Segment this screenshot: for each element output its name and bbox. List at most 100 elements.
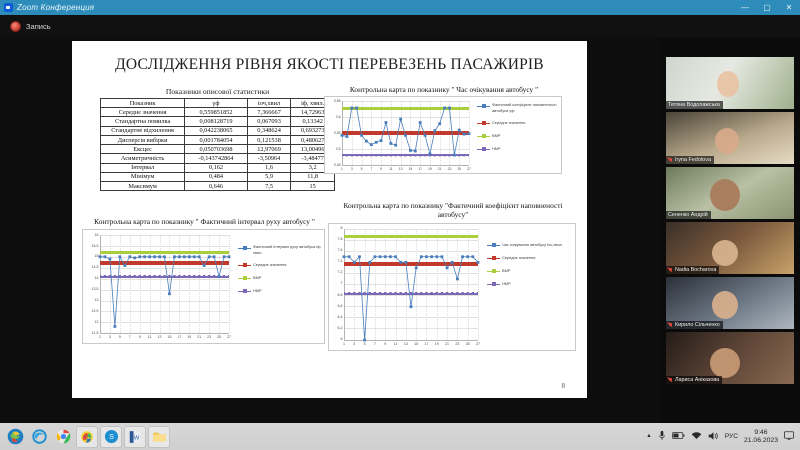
y-axis bbox=[100, 235, 101, 334]
mic-muted-icon bbox=[668, 267, 673, 273]
minimize-button[interactable]: — bbox=[741, 2, 749, 12]
x-axis-tick-label: 19 bbox=[187, 335, 192, 340]
legend-item: Фактичний коефіцієнт наповненості автобу… bbox=[477, 102, 561, 113]
x-axis bbox=[342, 165, 469, 167]
battery-icon[interactable] bbox=[671, 431, 685, 442]
skype-icon[interactable]: S bbox=[100, 425, 122, 448]
legend-marker-icon bbox=[238, 276, 251, 282]
chart-legend: Фактичний інтервал руху автобуса iф, хви… bbox=[238, 244, 324, 300]
table-cell-value: 0,008128719 bbox=[184, 116, 248, 127]
notification-icon[interactable] bbox=[784, 431, 794, 442]
start-icon[interactable] bbox=[4, 426, 26, 448]
table-header-cell: γф bbox=[184, 97, 248, 109]
avatar bbox=[717, 71, 740, 97]
legend-label: Фактичний інтервал руху автобуса iф, хви… bbox=[253, 244, 322, 255]
legend-label: Середнє значення bbox=[502, 254, 536, 260]
record-icon[interactable] bbox=[10, 20, 21, 32]
edge-icon[interactable] bbox=[28, 426, 50, 448]
chart-vertical-gridline bbox=[364, 228, 366, 340]
x-axis-tick-label: 11 bbox=[389, 167, 393, 172]
legend-label: Фактичний коефіцієнт наповненості автобу… bbox=[492, 102, 557, 113]
table-row: Мінімум 0,484 5,9 11,8 bbox=[99, 171, 335, 183]
paint-icon[interactable] bbox=[76, 425, 98, 448]
participant-tile[interactable]: Сененко Андрій bbox=[666, 167, 794, 219]
table-cell-value: -3,50964 bbox=[246, 153, 292, 164]
y-axis-tick-label: 0,65 bbox=[333, 98, 341, 103]
legend-marker-icon bbox=[238, 289, 251, 295]
chart-gridline bbox=[100, 278, 229, 280]
x-axis-tick-label: 7 bbox=[128, 335, 131, 340]
page-title: ДОСЛІДЖЕННЯ РІВНЯ ЯКОСТІ ПЕРЕВЕЗЕНЬ ПАСА… bbox=[115, 56, 544, 73]
table-cell-value: 0,121538 bbox=[246, 134, 292, 146]
avatar bbox=[712, 240, 739, 266]
y-axis bbox=[344, 228, 345, 340]
chrome-icon[interactable] bbox=[52, 426, 74, 448]
explorer-icon[interactable] bbox=[148, 425, 170, 448]
table-cell-label: Середнє значення bbox=[99, 107, 186, 118]
participant-strip: Тетяна Водолажська Iryna Fedotova Сененко … bbox=[660, 37, 800, 423]
participant-tile[interactable]: Тетяна Водолажська bbox=[666, 57, 794, 109]
participant-tile[interactable]: Nadia Bocharova bbox=[666, 222, 794, 274]
y-axis-tick-label: 7 bbox=[340, 281, 343, 286]
x-axis-tick-label: 23 bbox=[447, 167, 452, 172]
y-axis-tick-label: 12,5 bbox=[91, 308, 99, 313]
word-icon[interactable]: W bbox=[124, 425, 146, 448]
x-axis-tick-label: 13 bbox=[403, 341, 408, 346]
x-axis-tick-label: 13 bbox=[398, 167, 403, 172]
table-cell-label: Мінімум bbox=[99, 171, 186, 183]
chevron-up-icon[interactable]: ▲ bbox=[646, 432, 652, 439]
chart-gridline bbox=[342, 149, 469, 151]
legend-marker-icon bbox=[487, 256, 500, 262]
chart-data-series bbox=[340, 106, 471, 157]
chart-gridline bbox=[100, 300, 229, 302]
chart-gridline bbox=[342, 101, 469, 103]
wifi-icon[interactable] bbox=[691, 431, 702, 442]
volume-icon[interactable] bbox=[708, 431, 719, 443]
participant-tile[interactable]: Кирило Сільченко bbox=[666, 277, 794, 329]
chart-gridline bbox=[344, 272, 478, 274]
table-row: Дисперсія вибірки 0,001784054 0,121538 0,48… bbox=[99, 134, 335, 146]
y-axis-tick-label: 16 bbox=[94, 232, 99, 237]
microphone-icon[interactable] bbox=[658, 430, 666, 443]
x-axis-tick-label: 21 bbox=[197, 335, 202, 340]
maximize-button[interactable]: ▢ bbox=[763, 2, 771, 12]
chart-vertical-gridline bbox=[109, 235, 111, 334]
x-axis-tick-label: 19 bbox=[428, 167, 432, 172]
avatar bbox=[712, 291, 739, 319]
table-cell-label: Стандартне відхилення bbox=[99, 125, 186, 136]
svg-text:S: S bbox=[109, 434, 114, 441]
table-row: Стандартне відхилення 0,042238065 0,348624… bbox=[99, 125, 335, 136]
chart-gridline bbox=[100, 267, 229, 269]
y-axis-tick-label: 7,4 bbox=[337, 259, 343, 264]
y-axis-tick-label: 11,5 bbox=[91, 330, 99, 335]
y-axis-tick-label: 7,8 bbox=[337, 237, 343, 241]
participant-name: Тетяна Водолажська bbox=[666, 101, 723, 109]
shared-screen-stage: ДОСЛІДЖЕННЯ РІВНЯ ЯКОСТІ ПЕРЕВЕЗЕНЬ ПАСА… bbox=[0, 37, 660, 423]
language-indicator[interactable]: РУС bbox=[724, 433, 738, 440]
chart-vertical-gridline bbox=[139, 235, 141, 334]
chart-gridline bbox=[344, 295, 478, 297]
legend-item: Середнє значення bbox=[487, 255, 575, 262]
y-axis-tick-label: 6 bbox=[340, 336, 343, 341]
x-axis-tick-label: 3 bbox=[108, 335, 111, 340]
legend-label: Час очікування автобусу tоч,хвил bbox=[502, 241, 562, 247]
table-header-row: Показник γф tоч,хвил iф, хвил. bbox=[99, 97, 335, 109]
table-cell-value: 15 bbox=[290, 181, 335, 192]
clock[interactable]: 9:46 21.06.2023 bbox=[744, 429, 778, 445]
chart-vertical-gridline bbox=[229, 235, 230, 334]
legend-item: Фактичний інтервал руху автобуса iф, хви… bbox=[238, 244, 324, 255]
x-axis-tick-label: 17 bbox=[424, 341, 429, 346]
x-axis-tick-label: 19 bbox=[434, 341, 439, 346]
chart-vertical-gridline bbox=[447, 228, 449, 340]
chart-gridline bbox=[342, 117, 469, 119]
clock-time: 9:46 bbox=[754, 428, 768, 436]
participant-tile[interactable]: Лариса Аніказова bbox=[666, 332, 794, 384]
participant-tile[interactable]: Iryna Fedotova bbox=[666, 112, 794, 164]
chart-vertical-gridline bbox=[219, 235, 221, 334]
y-axis-tick-label: 7,6 bbox=[337, 248, 343, 253]
chart-frame: 0,65 0,6 0,55 0,5 0,45 1 3 5 7 9 11 13 15 17 19 21 23 25 2… bbox=[324, 96, 562, 175]
mic-muted-icon bbox=[668, 322, 673, 328]
close-button[interactable]: ✕ bbox=[785, 2, 793, 12]
table-cell-value: 0,348624 bbox=[246, 125, 292, 136]
